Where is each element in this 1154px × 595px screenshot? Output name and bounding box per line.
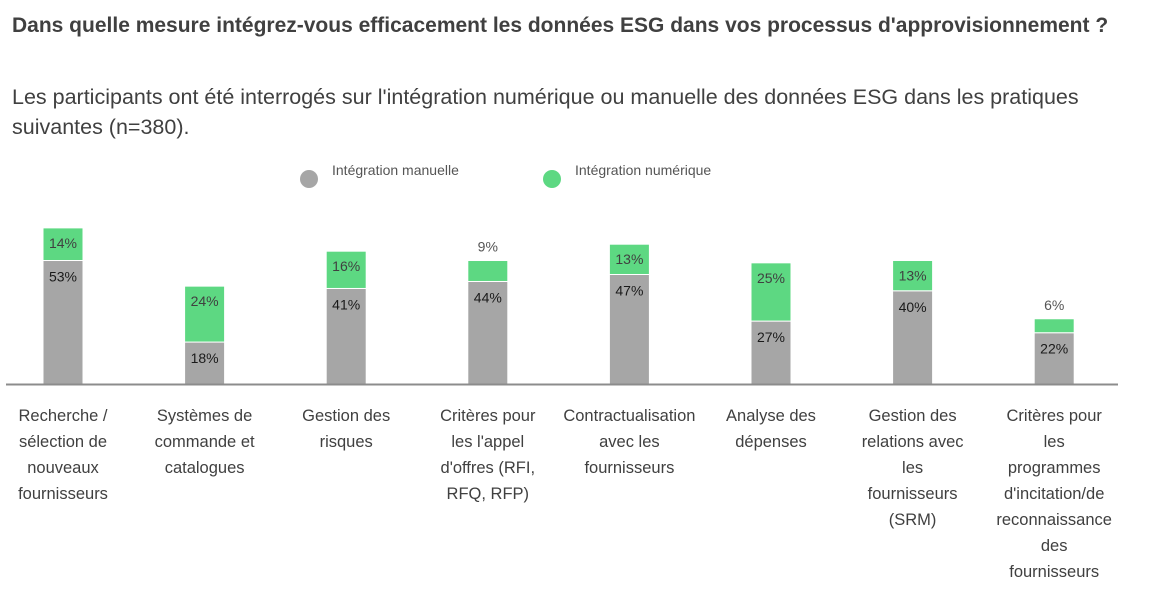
bar-manual — [467, 280, 509, 385]
bar-digital — [608, 243, 650, 275]
x-tick-label: Systèmes de commande et catalogues — [154, 407, 255, 477]
data-label-digital: 13% — [899, 268, 927, 284]
bar-digital — [750, 262, 792, 322]
x-tick-label: Analyse des dépenses — [726, 407, 816, 451]
chart-subtitle: Les participants ont été interrogés sur … — [12, 85, 1079, 139]
bar-manual — [42, 260, 84, 385]
legend-dot-digital-icon — [543, 170, 561, 188]
data-label-manual: 18% — [191, 350, 219, 366]
x-tick-label: Gestion des risques — [302, 407, 391, 451]
chart-title: Dans quelle mesure intégrez-vous efficac… — [12, 14, 1109, 37]
bar-manual — [1033, 332, 1075, 385]
bar-digital — [325, 250, 367, 289]
legend-dot-manual-icon — [300, 170, 318, 188]
data-label-manual: 44% — [474, 289, 502, 305]
bar-digital — [467, 260, 509, 282]
data-label-digital: 25% — [757, 270, 785, 286]
legend-item-manual: Intégration manuelle — [300, 162, 459, 188]
data-label-manual: 40% — [899, 299, 927, 315]
data-label-digital: 24% — [191, 293, 219, 309]
data-label-digital: 16% — [332, 258, 360, 274]
x-tick-label: Recherche / sélection de nouveaux fournisse… — [18, 407, 108, 503]
bar-digital — [42, 227, 84, 262]
data-label-manual: 22% — [1040, 341, 1068, 357]
bar-digital — [892, 260, 934, 292]
legend-label-digital: Intégration numérique — [575, 162, 712, 178]
bar-manual — [325, 287, 367, 385]
data-label-manual: 53% — [49, 269, 77, 285]
data-label-manual: 41% — [332, 296, 360, 312]
data-label-digital: 13% — [615, 251, 643, 267]
data-label-digital: 6% — [1044, 297, 1064, 313]
x-tick-label: Critères pour les l'appel d'offres (RFI, RF… — [440, 407, 536, 503]
legend-label-manual: Intégration manuelle — [332, 162, 459, 178]
data-label-digital: 14% — [49, 235, 77, 251]
legend-item-digital: Intégration numérique — [543, 162, 711, 188]
data-label-digital: 9% — [478, 239, 498, 255]
bar-digital — [184, 285, 226, 343]
x-tick-label: Critères pour les programmes d'incitation/d… — [996, 407, 1112, 581]
x-tick-label: Gestion des relations avec les fournisseurs… — [861, 407, 964, 529]
x-tick-label: Contractualisation avec les fournisseurs — [563, 407, 696, 477]
data-label-manual: 47% — [615, 282, 643, 298]
bar-digital — [1033, 318, 1075, 334]
data-label-manual: 27% — [757, 329, 785, 345]
